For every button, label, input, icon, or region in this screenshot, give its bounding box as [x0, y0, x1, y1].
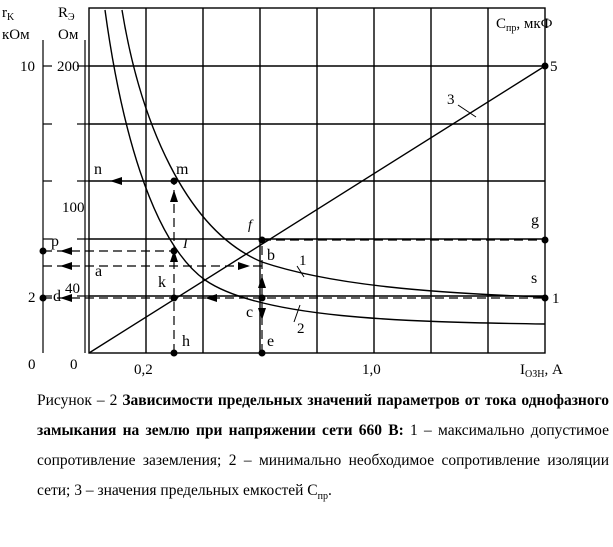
curve-2-insulation-resistance	[104, 9, 546, 325]
label-f: f	[248, 218, 254, 233]
r-k-tick-0: 0	[28, 357, 36, 373]
r-k-axis-unit: кОм	[2, 27, 30, 43]
label-d: d	[53, 288, 61, 305]
label-s: s	[531, 270, 537, 287]
c-tick-1: 1	[552, 291, 560, 307]
curve-1-ground-resistance	[121, 9, 546, 298]
label-a: a	[95, 263, 102, 280]
curve-2-label: 2	[297, 321, 305, 337]
left-axes	[42, 40, 89, 353]
x-tick-0-2: 0,2	[134, 362, 153, 378]
label-g: g	[531, 212, 539, 229]
label-c: c	[246, 304, 253, 321]
label-pointers	[293, 104, 477, 323]
caption-end: .	[328, 482, 332, 499]
construction-lines	[43, 181, 545, 353]
label-k: k	[158, 274, 166, 291]
label-m: m	[176, 161, 189, 178]
r-e-tick-100: 100	[62, 200, 85, 216]
caption-title: Зависимости предельных значений параметр…	[37, 392, 610, 439]
label-h: h	[182, 333, 190, 350]
c-axis-label: Cпр, мкФ	[496, 16, 553, 34]
r-e-tick-40: 40	[65, 281, 80, 297]
r-k-axis-label: rK	[2, 5, 15, 23]
label-n: n	[94, 161, 102, 178]
caption-prefix: Рисунок – 2	[37, 392, 123, 409]
curve-1-label: 1	[299, 253, 307, 269]
curve-3-label: 3	[447, 92, 455, 108]
r-e-axis-label: RЭ	[58, 5, 75, 23]
c-tick-5: 5	[550, 59, 558, 75]
r-e-tick-0: 0	[70, 357, 78, 373]
label-b: b	[267, 247, 275, 264]
r-k-tick-2: 2	[28, 290, 36, 306]
caption-subscript: пр	[317, 491, 328, 503]
label-I: I	[182, 237, 189, 252]
label-p: p	[51, 233, 59, 250]
x-axis-label: IОЗН, А	[520, 362, 563, 380]
figure-caption: Рисунок – 2 Зависимости предельных значе…	[37, 386, 609, 512]
point-markers	[39, 62, 549, 357]
plot-grid	[88, 7, 546, 354]
caption-body: 1 – максимально допустимое сопротивление…	[37, 422, 609, 499]
x-tick-1-0: 1,0	[362, 362, 381, 378]
r-e-tick-200: 200	[57, 59, 80, 75]
r-k-tick-10: 10	[20, 59, 35, 75]
label-e: e	[267, 333, 274, 350]
curve-3-capacitance	[88, 65, 546, 354]
arrow-heads	[60, 177, 266, 320]
r-e-axis-unit: Ом	[58, 27, 79, 43]
dependency-chart: rK кОм RЭ Ом Cпр, мкФ IОЗН, А 10 2 0 200…	[2, 5, 563, 380]
